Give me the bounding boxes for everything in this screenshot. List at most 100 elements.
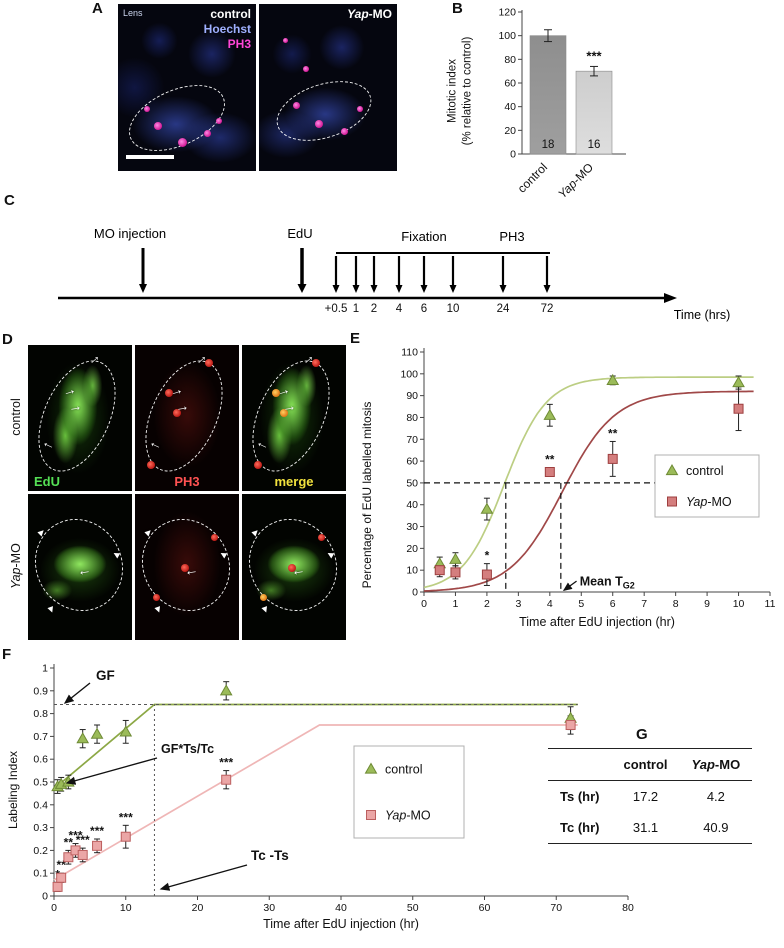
panel-c-label: C <box>4 192 15 209</box>
lens-outline <box>28 502 132 628</box>
svg-text:0: 0 <box>42 891 48 903</box>
svg-text:0.8: 0.8 <box>33 708 48 720</box>
panel-e-label: E <box>350 330 361 347</box>
ph3-dot <box>165 389 173 397</box>
arrow-icon: → <box>76 565 94 585</box>
table-row: Tc (hr) 31.1 40.9 <box>548 812 752 844</box>
bar-control <box>529 35 567 155</box>
svg-text:70: 70 <box>550 902 562 914</box>
svg-text:72: 72 <box>541 303 554 315</box>
Yap-MO-point <box>77 849 88 860</box>
svg-text:+0.5: +0.5 <box>325 303 348 315</box>
ph3-cell-dot <box>154 122 162 130</box>
mean-tg2-annotation: Mean TG2 <box>580 574 635 590</box>
svg-text:5: 5 <box>578 598 584 610</box>
arrow-icon: → <box>173 396 191 416</box>
ph3-cell-dot <box>315 120 323 128</box>
control-title: control <box>210 7 251 21</box>
svg-text:20: 20 <box>504 125 516 137</box>
svg-text:0.5: 0.5 <box>33 777 48 789</box>
control-point <box>732 376 745 388</box>
lens-outline <box>269 70 379 152</box>
mo-suffix: -MO <box>9 543 23 568</box>
timeline-ticks: +0.5 1 2 4 6 10 24 72 <box>325 256 554 315</box>
yap-italic: Yap <box>347 7 369 21</box>
labeling-index-chart: 00.10.20.30.40.50.60.70.80.910 10 20 30 40 50… <box>33 663 634 932</box>
svg-text:Yap-MO: Yap-MO <box>385 809 431 823</box>
svg-text:Time after EdU injection (hr): Time after EdU injection (hr) <box>519 615 675 629</box>
svg-text:0.4: 0.4 <box>33 799 48 811</box>
row-label-control: control <box>9 398 23 436</box>
svg-text:control: control <box>385 763 423 777</box>
ph3-cell-dot <box>283 38 288 43</box>
svg-text:20: 20 <box>192 902 204 914</box>
svg-text:90: 90 <box>406 390 418 402</box>
ph3-dot <box>318 534 325 541</box>
svg-text:10: 10 <box>447 303 460 315</box>
gf-annotation: GF <box>96 668 115 683</box>
svg-text:Yap-MO: Yap-MO <box>555 160 596 201</box>
svg-text:11: 11 <box>765 598 776 610</box>
svg-text:4: 4 <box>547 598 553 610</box>
data-point-marker <box>366 810 376 820</box>
svg-text:**: ** <box>608 426 618 440</box>
Yap-MO-point <box>607 453 618 464</box>
Yap-MO-point <box>733 403 744 414</box>
micrograph-control-edu: → → → → EdU <box>28 345 132 491</box>
hoechst-label: Hoechst <box>203 22 251 36</box>
svg-text:0.1: 0.1 <box>33 868 48 880</box>
svg-text:100: 100 <box>400 368 418 380</box>
svg-text:0.9: 0.9 <box>33 685 48 697</box>
arrow-icon: → <box>290 565 308 585</box>
svg-text:8: 8 <box>673 598 679 610</box>
mitotic-index-ylabel: Mitotic index (% relative to control) <box>446 9 476 174</box>
mitosis-ylabel: Percentage of EdU labelled mitosis <box>360 401 374 589</box>
yapmo-title: Yap-MO <box>347 7 392 22</box>
svg-text:9: 9 <box>704 598 710 610</box>
svg-text:50: 50 <box>406 477 418 489</box>
svg-text:10: 10 <box>120 902 132 914</box>
Yap-MO-point <box>544 467 555 477</box>
ph3-dot <box>211 534 218 541</box>
arrowhead-icon: ▲ <box>44 602 58 617</box>
ph3-dot <box>173 409 181 417</box>
control-point <box>90 727 104 739</box>
time-axis-arrowhead-icon <box>664 293 677 303</box>
mo-arrowhead-icon <box>139 284 147 293</box>
edu-arrowhead-icon <box>297 284 307 293</box>
fixation-label: Fixation <box>401 229 447 244</box>
ph3-label: PH3 <box>227 37 251 51</box>
svg-text:40: 40 <box>406 499 418 511</box>
svg-text:0.2: 0.2 <box>33 845 48 857</box>
ph3-caption: PH3 <box>174 474 200 489</box>
control-point <box>606 373 620 385</box>
micrograph-yapmo-merge: ▲ ▲ ▲ → <box>242 494 346 640</box>
svg-text:10: 10 <box>406 565 418 577</box>
ph3-dot <box>254 461 262 469</box>
svg-text:0.3: 0.3 <box>33 822 48 834</box>
panel-a-label: A <box>92 0 103 17</box>
time-axis-label: Time (hrs) <box>674 308 730 322</box>
edu-mitosis-chart: 0 10 20 30 40 50 60 70 80 90 100 110 0 1 2 3 4 5 6 7 8 9 10 11 T… <box>400 347 776 630</box>
ph3-cell-dot <box>341 128 348 135</box>
svg-text:30: 30 <box>406 521 418 533</box>
ph3-cell-dot <box>216 118 222 124</box>
svg-text:0: 0 <box>421 598 427 610</box>
experiment-timeline: MO injection EdU Fixation PH3 Time (hrs)… <box>58 226 730 322</box>
scale-bar <box>126 155 174 159</box>
arrow-icon: → <box>183 565 201 585</box>
bar-Yap-MO <box>575 70 613 155</box>
ylabel-line2: (% relative to control) <box>461 36 474 146</box>
data-point-marker <box>364 762 378 774</box>
Yap-MO-point <box>221 774 232 785</box>
svg-text:100: 100 <box>498 30 516 42</box>
svg-text:20: 20 <box>406 543 418 555</box>
lens-outline <box>28 348 132 484</box>
lens-label: Lens <box>123 8 143 18</box>
svg-text:70: 70 <box>406 434 418 446</box>
svg-text:4: 4 <box>396 303 403 315</box>
arrowhead-icon: ▲ <box>258 602 272 617</box>
panel-d-label: D <box>2 331 13 348</box>
svg-text:***: *** <box>219 756 233 770</box>
